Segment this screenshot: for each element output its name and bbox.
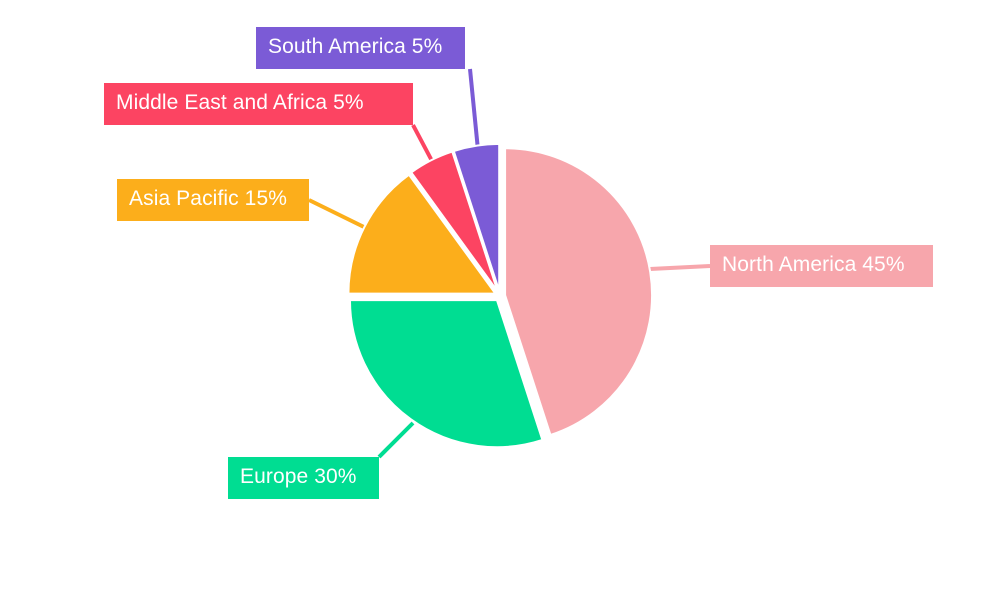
pie-slice-north-america[interactable] — [504, 147, 654, 437]
leader-line-north-america — [649, 264, 711, 271]
pie-label-south-america[interactable]: South America 5% — [256, 27, 465, 69]
pie-slice-group — [347, 142, 654, 449]
pie-label-europe[interactable]: Europe 30% — [228, 457, 379, 499]
pie-slice-south-america[interactable] — [452, 142, 501, 292]
leader-line-south-america — [468, 68, 480, 151]
pie-label-middle-east-and-africa[interactable]: Middle East and Africa 5% — [104, 83, 413, 125]
leader-line-asia-pacific — [308, 198, 367, 230]
pie-label-asia-pacific[interactable]: Asia Pacific 15% — [117, 179, 309, 221]
pie-slice-europe[interactable] — [348, 299, 544, 449]
pie-slice-asia-pacific[interactable] — [347, 173, 498, 295]
leader-line-europe — [377, 421, 415, 459]
pie-label-north-america[interactable]: North America 45% — [710, 245, 933, 287]
pie-slice-middle-east-and-africa[interactable] — [409, 150, 499, 293]
